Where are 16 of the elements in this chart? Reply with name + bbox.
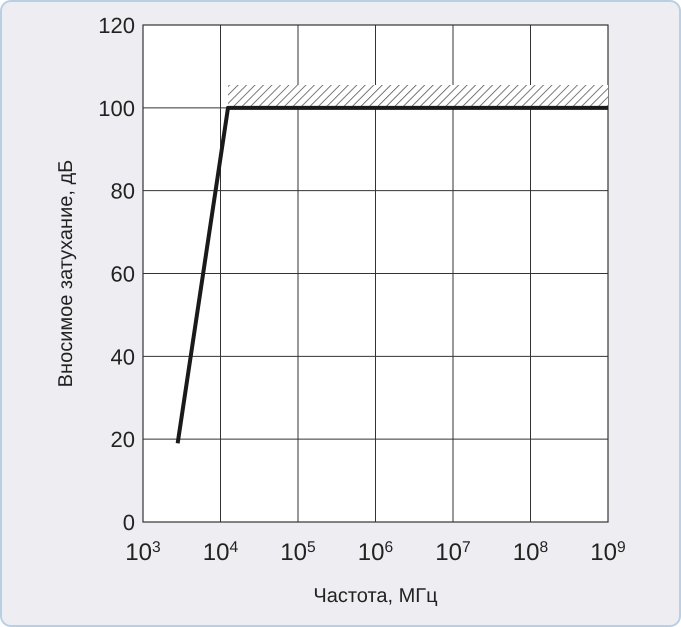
y-tick-label: 100 bbox=[98, 96, 135, 121]
y-tick-label: 80 bbox=[110, 178, 135, 204]
y-tick-label: 40 bbox=[110, 344, 135, 370]
x-tick-label: 10$^{8}$ bbox=[512, 538, 548, 566]
x-tick-label: 10$^{9}$ bbox=[590, 538, 626, 566]
x-axis-title: Частота, МГц bbox=[313, 585, 438, 607]
y-tick-label: 20 bbox=[110, 427, 135, 452]
x-tick-label: 10$^{6}$ bbox=[358, 538, 394, 566]
y-axis-title: Вносимое затухание, дБ bbox=[55, 160, 77, 388]
y-tick-label: 0 bbox=[122, 510, 135, 535]
x-tick-label: 10$^{5}$ bbox=[280, 538, 316, 566]
x-tick-label: 10$^{3}$ bbox=[125, 538, 161, 566]
x-tick-label: 10$^{4}$ bbox=[202, 538, 239, 566]
y-tick-label: 60 bbox=[110, 262, 135, 286]
x-tick-label: 10$^{7}$ bbox=[435, 538, 471, 566]
y-tick-label: 120 bbox=[98, 13, 135, 38]
